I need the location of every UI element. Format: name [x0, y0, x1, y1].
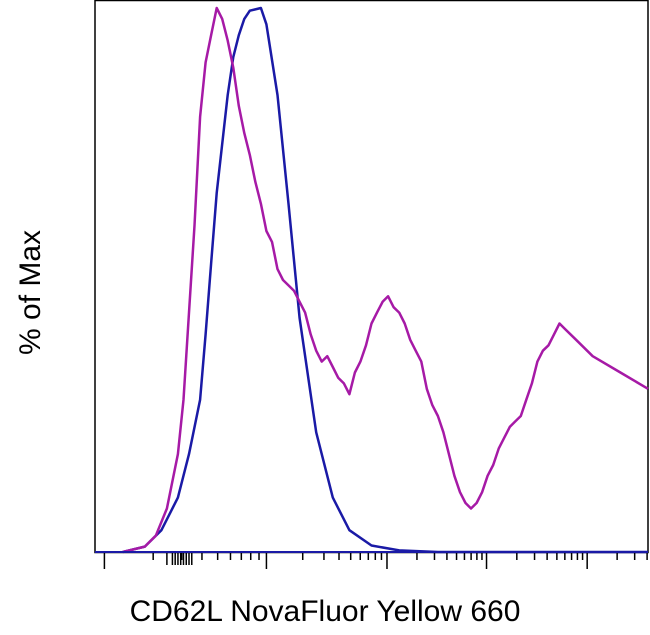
plot-frame	[94, 0, 649, 554]
x-axis-label: CD62L NovaFluor Yellow 660	[129, 595, 521, 628]
series-layer	[95, 6, 649, 554]
plot-border	[94, 0, 649, 554]
x-axis-ticks	[103, 553, 648, 569]
histogram-series-1	[122, 6, 648, 554]
histogram-series-2	[122, 6, 649, 554]
y-axis-label: % of Max	[14, 229, 47, 355]
